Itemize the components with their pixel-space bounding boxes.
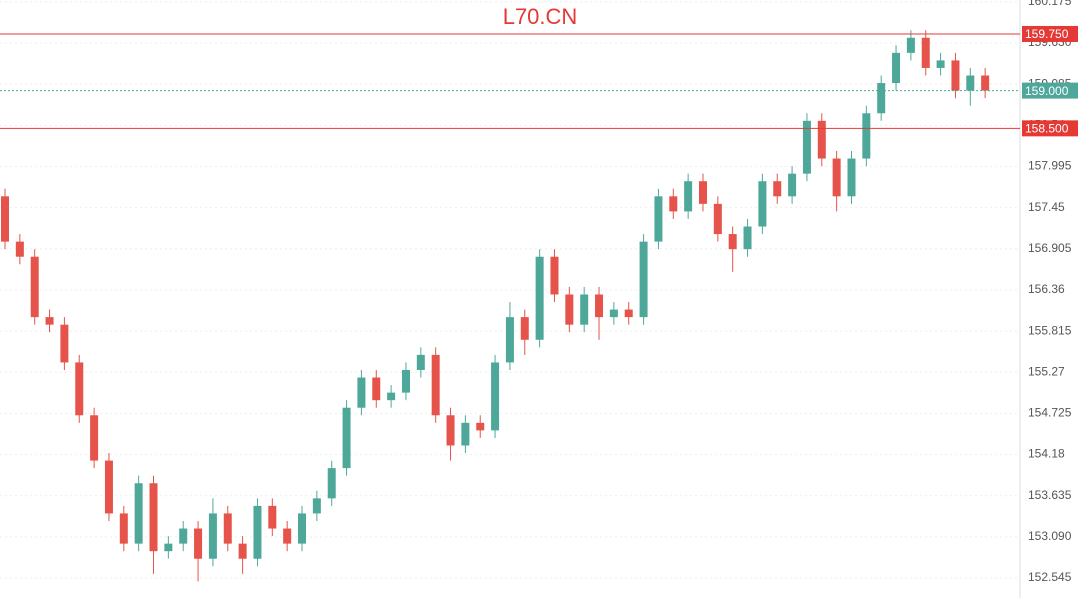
y-tick-label: 157.995	[1028, 159, 1072, 173]
candle-body	[862, 113, 871, 159]
candle-body	[832, 158, 841, 197]
candle-body	[877, 83, 886, 114]
candle-body	[847, 158, 856, 197]
candle-body	[609, 309, 618, 318]
candle-body	[238, 543, 247, 559]
price-label: 159.000	[1025, 84, 1069, 98]
candle-body	[149, 483, 158, 552]
candle-body	[476, 422, 485, 431]
y-tick-label: 155.27	[1028, 364, 1065, 378]
candle-body	[431, 354, 440, 416]
candle-body	[1, 196, 9, 242]
y-tick-label: 154.18	[1028, 447, 1065, 461]
candle-body	[60, 324, 69, 363]
y-tick-label: 152.545	[1028, 570, 1072, 584]
candle-body	[817, 120, 826, 159]
candle-body	[654, 196, 663, 242]
candle-body	[104, 460, 113, 514]
candle-body	[595, 294, 604, 318]
candle-body	[906, 37, 915, 53]
candle-body	[387, 392, 396, 401]
candle-body	[624, 309, 633, 318]
y-tick-label: 156.36	[1028, 282, 1065, 296]
candle-body	[684, 181, 693, 212]
candle-body	[30, 256, 39, 318]
price-label-box	[1022, 25, 1078, 42]
y-tick-label: 153.635	[1028, 488, 1072, 502]
candle-body	[802, 120, 811, 174]
candle-body	[134, 483, 143, 544]
candle-body	[357, 377, 366, 408]
candle-body	[45, 317, 54, 325]
candle-body	[298, 513, 307, 544]
y-tick-label: 156.905	[1028, 241, 1072, 255]
candle-body	[580, 294, 589, 325]
candle-body	[892, 52, 901, 84]
candle-body	[728, 234, 737, 250]
candle-body	[758, 181, 767, 227]
candle-body	[416, 354, 425, 370]
y-tick-label: 157.45	[1028, 200, 1065, 214]
candle-body	[283, 528, 292, 544]
chart-title: L70.CN	[503, 4, 578, 29]
candle-body	[981, 75, 990, 91]
candle-body	[223, 513, 232, 544]
candle-body	[535, 256, 544, 340]
candle-body	[669, 196, 678, 212]
price-label-box	[1022, 82, 1078, 99]
candle-body	[505, 317, 514, 363]
y-tick-label: 153.090	[1028, 529, 1072, 543]
price-label: 158.500	[1025, 122, 1069, 136]
candle-body	[194, 528, 203, 559]
candle-body	[90, 415, 99, 461]
candle-body	[253, 505, 262, 559]
candle-body	[342, 407, 351, 469]
candle-body	[773, 181, 782, 197]
candle-body	[461, 422, 470, 446]
candle-body	[698, 181, 707, 204]
candle-body	[15, 241, 24, 257]
candle-body	[119, 513, 128, 544]
price-label: 159.750	[1025, 27, 1069, 41]
candle-body	[550, 256, 559, 295]
candle-body	[401, 369, 410, 393]
candle-body	[788, 173, 797, 197]
y-tick-label: 160.175	[1028, 0, 1072, 8]
candle-body	[951, 60, 960, 91]
candle-body	[446, 415, 455, 446]
candle-body	[372, 377, 381, 401]
candle-body	[327, 468, 336, 499]
candle-body	[491, 362, 500, 431]
candle-body	[520, 317, 529, 340]
candle-body	[966, 75, 975, 91]
price-label-box	[1022, 120, 1078, 137]
candle-body	[268, 505, 277, 529]
candle-body	[164, 543, 173, 552]
candle-body	[312, 498, 321, 514]
candle-body	[921, 37, 930, 68]
candle-body	[179, 528, 188, 544]
y-tick-label: 154.725	[1028, 406, 1072, 420]
candle-body	[75, 362, 84, 416]
candle-body	[743, 226, 752, 250]
y-tick-label: 155.815	[1028, 323, 1072, 337]
candle-body	[713, 203, 722, 235]
candle-body	[639, 241, 648, 318]
candle-body	[208, 513, 217, 559]
candle-body	[565, 294, 574, 325]
candle-body	[936, 60, 945, 68]
